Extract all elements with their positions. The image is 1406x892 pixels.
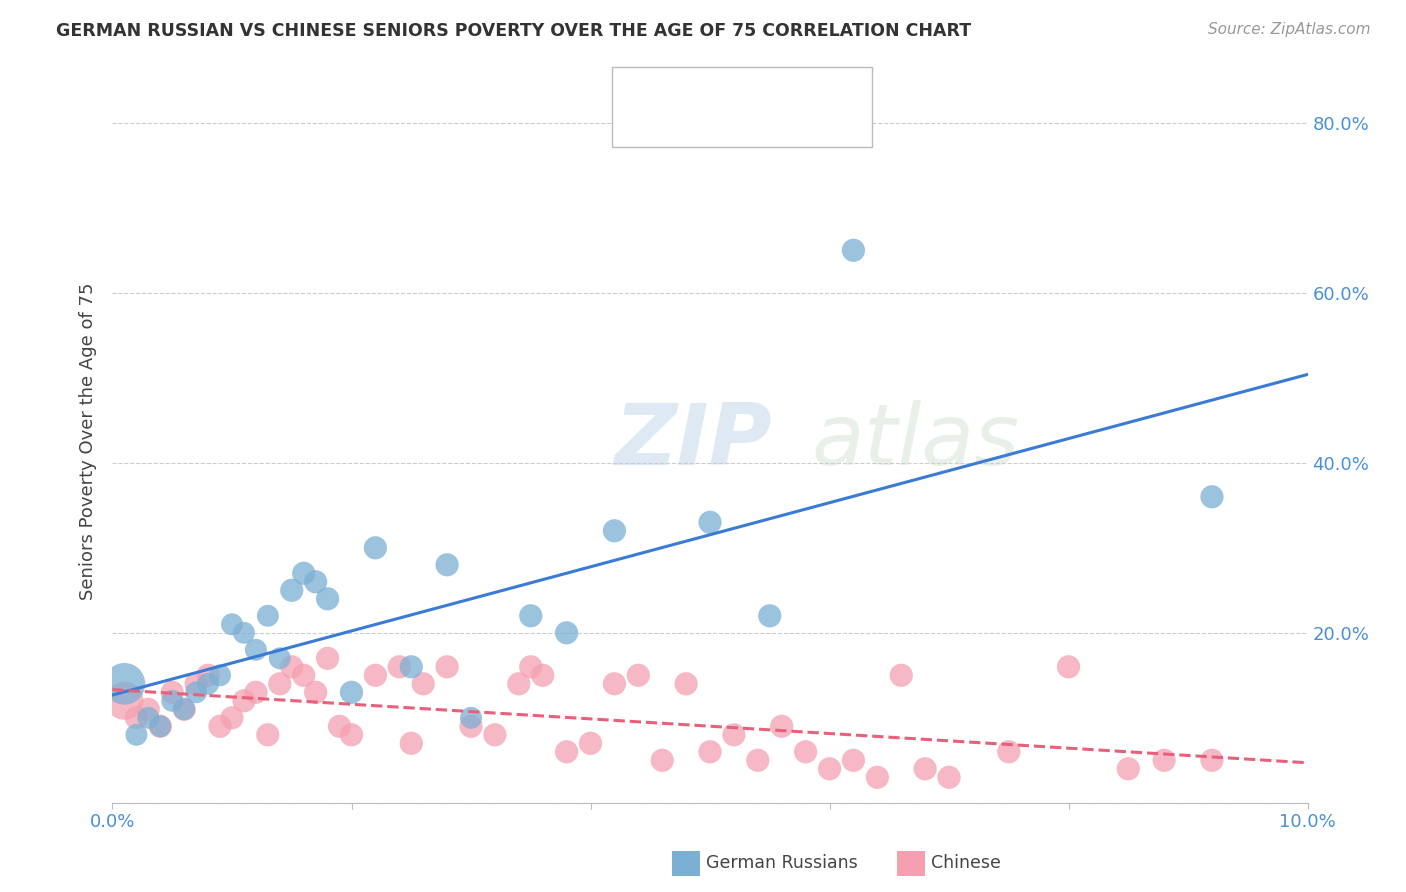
Text: 0.542: 0.542: [704, 80, 759, 98]
Point: [531, 668, 554, 682]
Point: [186, 677, 208, 691]
Point: [329, 719, 352, 733]
Point: [173, 702, 195, 716]
Point: [723, 728, 745, 742]
Point: [316, 651, 339, 665]
Point: [186, 685, 208, 699]
Point: [305, 574, 328, 589]
Point: [364, 668, 387, 682]
Point: [401, 660, 423, 674]
Point: [555, 625, 578, 640]
Text: ZIP: ZIP: [614, 400, 772, 483]
Text: 30: 30: [785, 80, 808, 98]
Text: -0.133: -0.133: [704, 118, 766, 136]
Point: [221, 617, 243, 632]
Point: [460, 719, 482, 733]
Point: [233, 694, 256, 708]
Point: [257, 728, 280, 742]
Point: [555, 745, 578, 759]
Point: [281, 583, 304, 598]
Point: [209, 668, 232, 682]
Point: [1153, 753, 1175, 767]
Text: N =: N =: [752, 80, 792, 98]
Point: [675, 677, 697, 691]
Point: [520, 608, 543, 623]
Point: [699, 516, 721, 530]
Point: [1118, 762, 1140, 776]
Point: [412, 677, 434, 691]
Point: [114, 694, 135, 708]
Point: [842, 753, 865, 767]
Point: [460, 711, 482, 725]
Point: [1201, 490, 1223, 504]
Text: R =: R =: [668, 118, 706, 136]
Point: [603, 677, 626, 691]
Point: [162, 694, 183, 708]
Point: [292, 668, 315, 682]
Point: [316, 591, 339, 606]
Point: [520, 660, 543, 674]
Point: [436, 660, 458, 674]
Point: [245, 685, 267, 699]
Point: [627, 668, 650, 682]
Point: [281, 660, 304, 674]
Point: [269, 651, 291, 665]
Point: [651, 753, 673, 767]
Point: [770, 719, 793, 733]
Point: [890, 668, 912, 682]
Point: [269, 677, 291, 691]
Text: Chinese: Chinese: [931, 855, 1001, 872]
Point: [998, 745, 1021, 759]
Point: [138, 702, 160, 716]
Point: [162, 685, 183, 699]
Point: [842, 244, 865, 258]
Point: [125, 711, 148, 725]
Point: [401, 736, 423, 750]
Point: [221, 711, 243, 725]
Point: [173, 702, 195, 716]
Point: [388, 660, 411, 674]
Text: Source: ZipAtlas.com: Source: ZipAtlas.com: [1208, 22, 1371, 37]
Point: [138, 711, 160, 725]
Point: [866, 770, 889, 784]
Text: atlas: atlas: [811, 400, 1019, 483]
Point: [197, 677, 219, 691]
Y-axis label: Seniors Poverty Over the Age of 75: Seniors Poverty Over the Age of 75: [79, 283, 97, 600]
Text: N =: N =: [756, 118, 796, 136]
Text: German Russians: German Russians: [706, 855, 858, 872]
Point: [436, 558, 458, 572]
Point: [484, 728, 506, 742]
Text: 52: 52: [785, 118, 808, 136]
Point: [579, 736, 602, 750]
Point: [245, 642, 267, 657]
Point: [340, 685, 363, 699]
Point: [603, 524, 626, 538]
Point: [759, 608, 782, 623]
Point: [914, 762, 936, 776]
Point: [125, 728, 148, 742]
Point: [292, 566, 315, 581]
Point: [233, 625, 256, 640]
Point: [699, 745, 721, 759]
Point: [818, 762, 841, 776]
Point: [149, 719, 172, 733]
Point: [794, 745, 817, 759]
Point: [114, 677, 135, 691]
Point: [305, 685, 328, 699]
Point: [508, 677, 530, 691]
Point: [1057, 660, 1080, 674]
Point: [340, 728, 363, 742]
Text: GERMAN RUSSIAN VS CHINESE SENIORS POVERTY OVER THE AGE OF 75 CORRELATION CHART: GERMAN RUSSIAN VS CHINESE SENIORS POVERT…: [56, 22, 972, 40]
Text: R =: R =: [668, 80, 706, 98]
Point: [938, 770, 960, 784]
Point: [1201, 753, 1223, 767]
Point: [257, 608, 280, 623]
Point: [209, 719, 232, 733]
Point: [747, 753, 769, 767]
Point: [197, 668, 219, 682]
Point: [149, 719, 172, 733]
Point: [364, 541, 387, 555]
